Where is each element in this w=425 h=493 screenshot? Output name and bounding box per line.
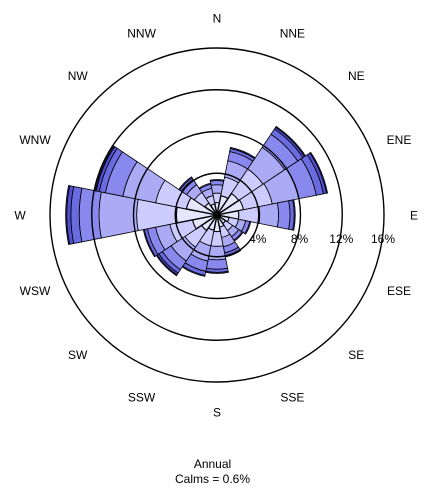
petal-segment (276, 200, 291, 230)
direction-label-se: SE (348, 348, 364, 362)
petal-N (209, 179, 225, 216)
chart-caption-period: Annual (193, 457, 232, 471)
petal-segment (178, 176, 193, 191)
ring-label: 8% (291, 232, 309, 246)
direction-label-ene: ENE (387, 133, 412, 147)
petal-W (65, 184, 218, 246)
direction-label-wsw: WSW (20, 284, 51, 298)
direction-label-s: S (213, 406, 221, 420)
ring-12 (91, 89, 343, 341)
petal-NE (216, 125, 307, 216)
wind-rose-petals (65, 125, 329, 277)
direction-label-nnw: NNW (127, 27, 156, 41)
direction-labels: N NNE NE ENE E ESE SE SSE S SSW SW WSW W WNW NW NNW (14, 12, 418, 420)
petal-segment (65, 184, 71, 246)
direction-label-sw: SW (68, 348, 88, 362)
petal-NNW (198, 182, 218, 216)
petal-segment (292, 199, 296, 231)
ring-labels: 4% 8% 12% 16% (249, 232, 395, 246)
direction-label-n: N (213, 12, 222, 26)
frequency-rings (49, 47, 385, 383)
petal-segment (258, 202, 279, 228)
direction-label-ssw: SSW (128, 391, 156, 405)
petal-segment (98, 191, 139, 239)
direction-label-wnw: WNW (19, 133, 51, 147)
ring-16 (49, 47, 385, 383)
direction-label-nw: NW (68, 69, 89, 83)
petal-segment (198, 182, 212, 190)
ring-label: 4% (249, 232, 267, 246)
petal-E (216, 199, 296, 231)
ring-8 (132, 130, 302, 300)
petal-segment (94, 145, 116, 192)
direction-label-sse: SSE (280, 391, 304, 405)
petal-segment (205, 258, 229, 270)
chart-caption-calms: Calms = 0.6% (174, 472, 251, 486)
ring-4 (174, 172, 260, 258)
direction-label-w: W (14, 209, 26, 223)
petal-WNW (94, 145, 218, 216)
direction-label-ese: ESE (387, 284, 411, 298)
direction-label-e: E (410, 209, 418, 223)
petal-ENE (216, 151, 329, 216)
petal-segment (309, 151, 329, 194)
ring-label: 16% (371, 232, 395, 246)
direction-label-ne: NE (348, 69, 365, 83)
petal-segment (78, 187, 102, 243)
ring-label: 12% (329, 232, 353, 246)
petal-segment (244, 221, 252, 235)
direction-label-nne: NNE (280, 27, 305, 41)
